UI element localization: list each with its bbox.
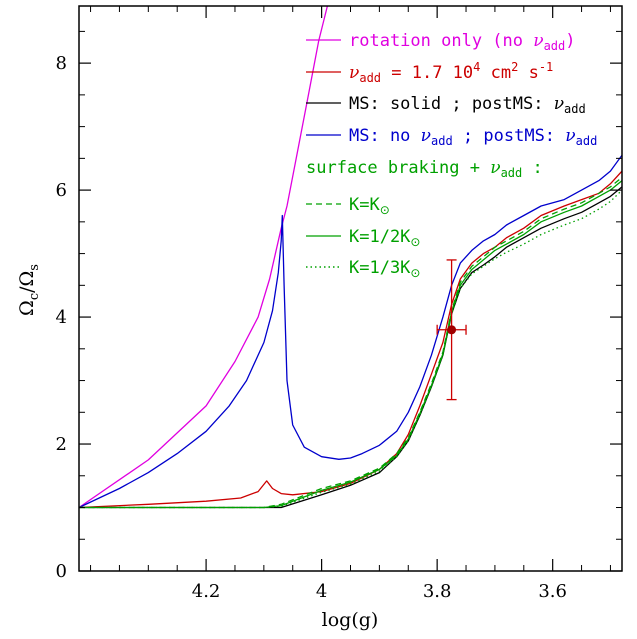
y-tick-label: 2 xyxy=(56,434,67,455)
x-tick-label: 3.8 xyxy=(423,581,452,602)
y-label-sub-s: s xyxy=(27,264,42,271)
x-tick-label: 4 xyxy=(316,581,327,602)
legend-entry-braking: surface braking + νadd : xyxy=(306,158,543,180)
y-tick-label: 0 xyxy=(56,561,67,582)
observation-point xyxy=(436,259,467,401)
legend-entry-ms-no: MS: no νadd ; postMS: νadd xyxy=(349,126,597,148)
series-line-nuadd xyxy=(79,170,622,509)
x-tick-label: 4.2 xyxy=(192,581,221,602)
series-line-ms_no xyxy=(79,154,622,509)
legend-entry-ms-solid: MS: solid ; postMS: νadd xyxy=(349,94,586,116)
plot-frame xyxy=(78,5,623,572)
y-tick-label: 8 xyxy=(56,53,67,74)
obs-marker xyxy=(447,325,457,335)
svg-text:Ωc/Ωs: Ωc/Ωs xyxy=(16,264,42,316)
y-label-omega: Ω xyxy=(16,300,38,316)
legend: rotation only (no νadd) νadd = 1.7 104 c… xyxy=(306,31,597,280)
y-tick-label: 4 xyxy=(56,307,67,328)
legend-entry-nuadd: νadd = 1.7 104 cm2 s-1 xyxy=(349,60,553,85)
axis-ticks: 4.2 4 3.8 3.6 0 2 4 6 8 xyxy=(56,6,622,602)
x-axis-label: log(g) xyxy=(322,609,379,631)
series-line-rotation xyxy=(79,6,329,509)
x-tick-label: 3.6 xyxy=(538,581,567,602)
legend-entry-k2: K=1/2K⊙ xyxy=(349,227,420,249)
y-label-div: /Ω xyxy=(16,271,38,293)
legend-entry-rotation: rotation only (no νadd) xyxy=(349,31,576,53)
legend-entry-k3: K=1/3K⊙ xyxy=(349,258,420,280)
legend-entry-k1: K=K⊙ xyxy=(349,195,390,217)
y-tick-label: 6 xyxy=(56,180,67,201)
series-layer xyxy=(79,6,622,509)
y-axis-label: Ωc/Ωs xyxy=(16,264,42,316)
y-label-sub-c: c xyxy=(27,293,42,300)
